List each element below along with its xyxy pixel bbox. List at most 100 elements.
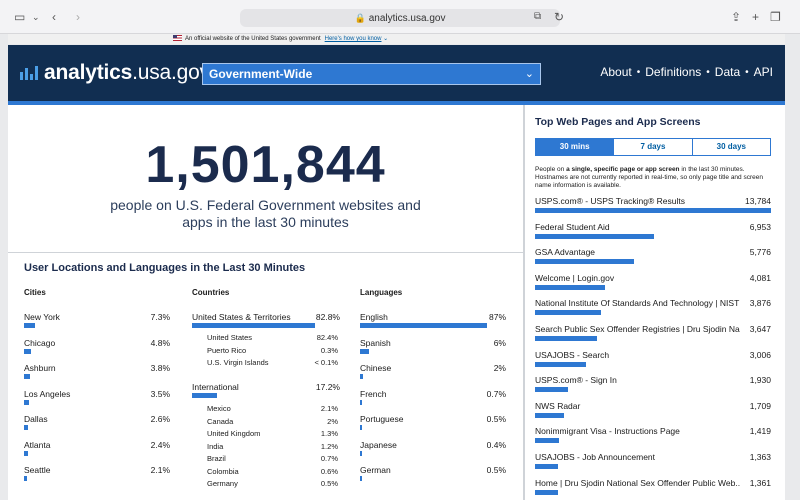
city-row-bar-track	[24, 348, 170, 354]
logo-text-bold: analytics	[44, 61, 133, 84]
sidebar-toggle-icon[interactable]: ▭	[14, 10, 26, 24]
new-tab-icon[interactable]: +	[752, 10, 760, 24]
language-row[interactable]: German 0.5%	[360, 465, 506, 485]
language-row-bar-track	[360, 374, 506, 379]
heres-how-you-know-link[interactable]: Here's how you know	[324, 36, 382, 42]
country-subrow[interactable]: U.S. Virgin Islands < 0.1%	[207, 358, 338, 371]
reload-icon[interactable]: ↻	[554, 10, 565, 24]
country-subrow[interactable]: Brazil 0.7%	[207, 454, 338, 467]
tabs-overview-icon[interactable]: ❐	[770, 10, 781, 24]
top-page-title: Welcome | Login.gov	[535, 272, 615, 283]
country-subrow[interactable]: Puerto Rico 0.3%	[207, 346, 338, 359]
top-page-row[interactable]: GSA Advantage 5,776	[535, 247, 771, 272]
country-subrow-value: 1.3%	[320, 429, 338, 438]
city-row-bar	[24, 450, 28, 456]
country-group-row-bar	[192, 393, 217, 398]
back-arrow-icon[interactable]: ‹	[52, 10, 56, 24]
tab-7-days[interactable]: 7 days	[613, 139, 692, 155]
countries-header: Countries	[192, 288, 230, 297]
city-row-value: 4.8%	[150, 337, 170, 348]
agency-select[interactable]: Government-Wide ⌄	[202, 63, 541, 85]
logo-text-domain: .usa.gov	[132, 61, 210, 84]
city-row-bar	[24, 399, 29, 405]
top-page-row[interactable]: Welcome | Login.gov 4,081	[535, 273, 771, 298]
city-row[interactable]: Chicago 4.8%	[24, 338, 170, 358]
country-group-row-label: International	[192, 382, 239, 392]
nav-about-link[interactable]: About	[600, 65, 632, 79]
top-page-title: GSA Advantage	[535, 247, 596, 258]
forward-arrow-icon[interactable]: ›	[76, 10, 80, 24]
country-subrow-value: 2.1%	[320, 404, 338, 413]
city-row[interactable]: Atlanta 2.4%	[24, 440, 170, 460]
share-icon[interactable]: ⇪	[731, 10, 742, 24]
top-page-row[interactable]: USPS.com® - Sign In 1,930	[535, 375, 771, 400]
country-group-row[interactable]: United States & Territories 82.8%	[192, 312, 340, 332]
country-subrow[interactable]: Colombia 0.6%	[207, 467, 338, 480]
top-page-row[interactable]: Federal Student Aid 6,953	[535, 222, 771, 247]
city-row[interactable]: Dallas 2.6%	[24, 414, 170, 434]
language-row[interactable]: Spanish 6%	[360, 338, 506, 358]
city-row-bar-track	[24, 450, 170, 456]
city-row-bar-track	[24, 425, 170, 430]
country-subrow-value: 0.6%	[320, 466, 338, 476]
chevron-down-icon[interactable]: ⌄	[32, 12, 40, 22]
country-subrow[interactable]: United Kingdom 1.3%	[207, 429, 338, 442]
translate-icon[interactable]: ⧉	[534, 11, 542, 22]
city-row[interactable]: Ashburn 3.8%	[24, 363, 170, 383]
us-flag-icon	[173, 35, 182, 41]
top-page-bar-track	[535, 310, 771, 316]
language-row[interactable]: Japanese 0.4%	[360, 440, 506, 460]
top-page-bar	[535, 259, 634, 265]
language-row[interactable]: English 87%	[360, 312, 506, 332]
city-row-bar	[24, 425, 28, 430]
top-page-bar	[535, 284, 605, 290]
top-page-title: Search Public Sex Offender Registries | …	[535, 324, 740, 334]
top-page-row[interactable]: NWS Radar 1,709	[535, 401, 771, 426]
country-subrow[interactable]: Mexico 2.1%	[207, 404, 338, 417]
country-subrow[interactable]: Germany 0.5%	[207, 479, 338, 492]
language-row-bar-track	[360, 476, 506, 481]
top-page-row[interactable]: USAJOBS - Job Announcement 1,363	[535, 452, 771, 477]
time-range-tabs: 30 mins 7 days 30 days	[535, 138, 771, 156]
chevron-down-icon: ⌄	[524, 68, 534, 80]
site-logo[interactable]: analytics.usa.gov	[20, 61, 210, 85]
language-row[interactable]: French 0.7%	[360, 389, 506, 409]
tab-30-days[interactable]: 30 days	[691, 139, 770, 155]
top-page-row[interactable]: Home | Dru Sjodin National Sex Offender …	[535, 478, 771, 500]
top-page-count: 5,776	[749, 247, 771, 258]
top-page-row[interactable]: USAJOBS - Search 3,006	[535, 350, 771, 375]
top-page-count: 1,930	[749, 375, 771, 386]
country-subrow[interactable]: United States 82.4%	[207, 333, 338, 346]
top-page-bar-track	[535, 208, 771, 213]
top-page-bar-track	[535, 233, 771, 239]
top-page-row[interactable]: Search Public Sex Offender Registries | …	[535, 324, 771, 349]
language-row-bar	[360, 374, 363, 379]
country-subrow[interactable]: India 1.2%	[207, 442, 338, 455]
address-bar[interactable]: 🔒 analytics.usa.gov	[240, 9, 560, 27]
tab-30-mins[interactable]: 30 mins	[536, 139, 614, 155]
country-subrow-label: Puerto Rico	[207, 345, 247, 355]
top-page-row[interactable]: Nonimmigrant Visa - Instructions Page 1,4…	[535, 426, 771, 451]
city-row-bar-track	[24, 399, 170, 405]
top-page-bar	[535, 336, 597, 341]
top-page-bar-track	[535, 464, 771, 469]
language-row[interactable]: Portuguese 0.5%	[360, 414, 506, 434]
top-page-count: 1,709	[749, 400, 771, 411]
city-row[interactable]: Los Angeles 3.5%	[24, 389, 170, 409]
city-row[interactable]: Seattle 2.1%	[24, 465, 170, 485]
language-row-label: Chinese	[360, 363, 392, 373]
nav-data-link[interactable]: Data	[714, 65, 741, 79]
country-group-row[interactable]: International 17.2%	[192, 382, 340, 402]
city-row[interactable]: New York 7.3%	[24, 312, 170, 332]
nav-api-link[interactable]: API	[753, 65, 773, 79]
nav-definitions-link[interactable]: Definitions	[645, 65, 702, 79]
top-page-title: USPS.com® - USPS Tracking® Results	[535, 196, 685, 206]
language-row[interactable]: Chinese 2%	[360, 363, 506, 383]
top-page-row[interactable]: National Institute Of Standards And Tech…	[535, 298, 771, 323]
top-page-row[interactable]: USPS.com® - USPS Tracking® Results 13,784	[535, 196, 771, 221]
banner-text: An official website of the United States…	[185, 36, 321, 42]
city-row-bar	[24, 476, 27, 481]
country-subrow[interactable]: Canada 2%	[207, 417, 338, 430]
realtime-caption: people on U.S. Federal Government websit…	[110, 197, 421, 230]
top-page-bar	[535, 412, 564, 418]
